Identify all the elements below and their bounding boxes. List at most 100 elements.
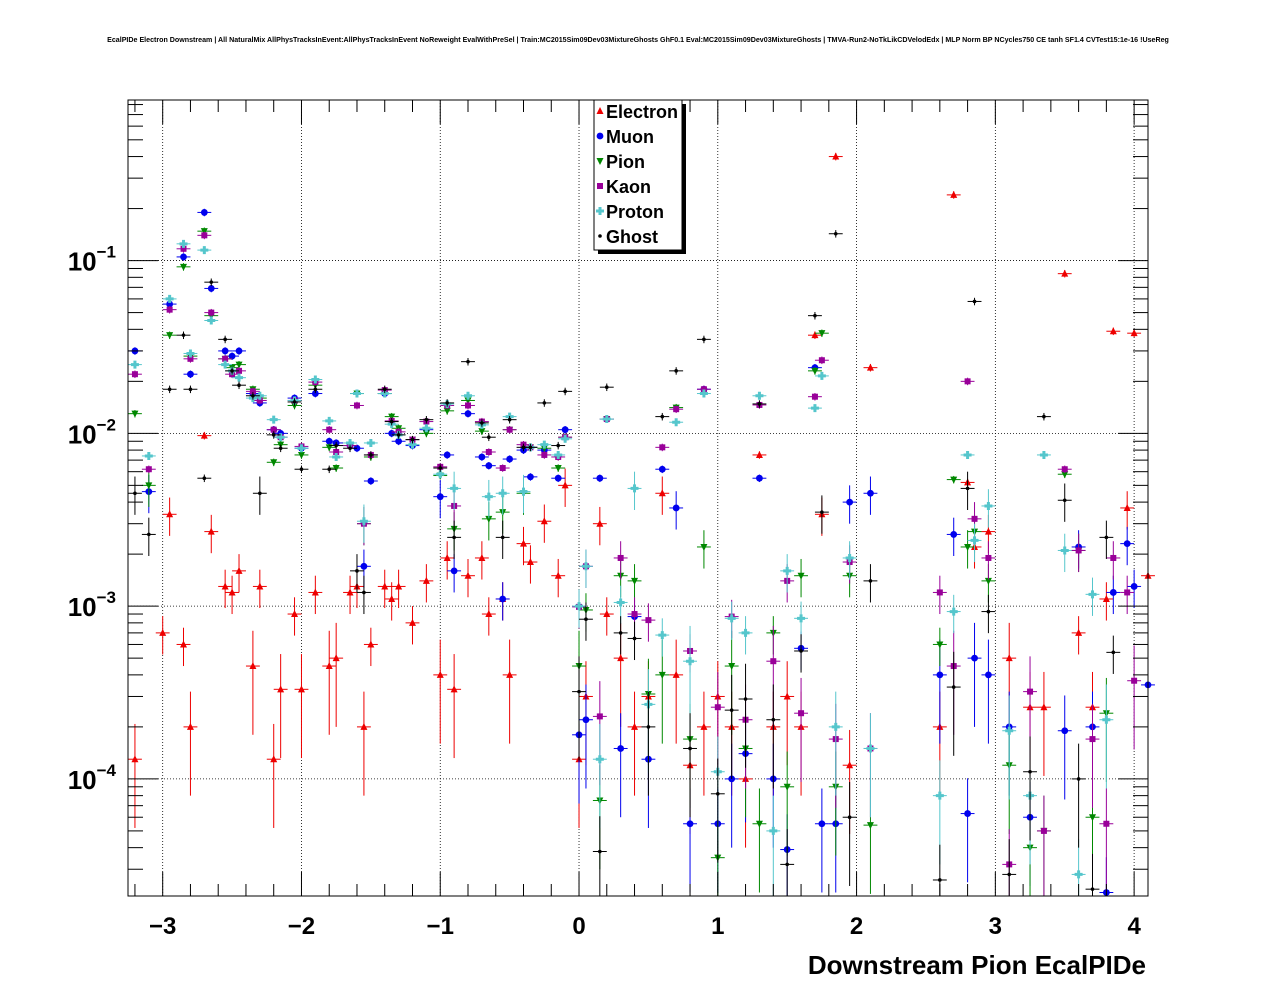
kaon-point [798, 710, 805, 717]
legend-label-proton: Proton [606, 202, 664, 222]
ghost-point [133, 491, 137, 496]
proton-point [658, 631, 667, 640]
electron-point [1061, 269, 1069, 277]
ghost-point [466, 359, 470, 364]
proton-point [755, 391, 764, 400]
proton-point [616, 598, 625, 607]
ghost-point [202, 476, 207, 481]
ghost-point [167, 387, 172, 392]
pion-point [235, 361, 243, 369]
y-tick-label: 10−4 [68, 761, 117, 795]
ghost-point [577, 689, 581, 694]
electron-point [159, 628, 167, 636]
ghost-point [715, 791, 720, 796]
kaon-point [596, 713, 603, 720]
pion-point [131, 410, 139, 418]
ghost-point [237, 383, 241, 387]
legend-marker-pion [596, 158, 604, 165]
ghost-point [209, 280, 214, 284]
series-muon [128, 208, 1155, 896]
muon-point [228, 352, 236, 360]
muon-point [756, 474, 763, 482]
kaon-point [187, 355, 194, 362]
proton-point [436, 470, 445, 479]
kaon-point [659, 444, 666, 451]
muon-point [596, 474, 604, 482]
electron-point [478, 553, 486, 561]
electron-point [485, 610, 493, 618]
pion-point [984, 577, 992, 585]
pion-point [728, 663, 736, 671]
proton-point [984, 501, 993, 510]
muon-point [971, 654, 978, 662]
muon-point [325, 437, 333, 445]
pion-point [631, 577, 639, 585]
kaon-point [1027, 688, 1034, 695]
pion-point [180, 263, 188, 271]
muon-point [464, 410, 472, 418]
muon-point [561, 426, 569, 434]
proton-point [686, 657, 695, 666]
x-tick-label: 1 [711, 913, 724, 940]
electron-point [450, 685, 458, 693]
ghost-point [327, 467, 332, 472]
electron-point [846, 761, 854, 769]
proton-point [519, 487, 528, 496]
proton-point [699, 389, 708, 398]
proton-point [297, 444, 306, 453]
proton-point [595, 755, 604, 764]
proton-point [130, 360, 139, 369]
electron-point [1130, 329, 1138, 337]
electron-point [381, 582, 389, 590]
kaon-point [936, 589, 943, 596]
electron-point [443, 553, 451, 561]
electron-point [311, 588, 319, 596]
x-tick-label: 3 [989, 913, 1002, 940]
muon-point [166, 300, 174, 308]
pion-point [485, 515, 493, 523]
muon-point [443, 451, 451, 459]
kaon-point [1040, 827, 1047, 834]
ghost-point [223, 337, 227, 342]
muon-point [221, 347, 229, 355]
kaon-point [811, 393, 818, 400]
electron-point [200, 431, 208, 439]
ghost-point [556, 443, 561, 448]
electron-point [540, 517, 548, 525]
ghost-point [500, 535, 505, 540]
kaon-point [700, 386, 707, 393]
electron-point [520, 539, 528, 547]
proton-point [498, 489, 507, 498]
kaon-point [222, 355, 229, 362]
electron-point [1040, 703, 1048, 711]
proton-point [554, 450, 563, 459]
pion-point [1088, 814, 1096, 822]
ghost-point [251, 393, 255, 398]
electron-point [207, 527, 215, 535]
electron-point [249, 662, 257, 670]
electron-point [228, 588, 236, 596]
muon-point [360, 562, 368, 570]
muon-point [367, 477, 375, 485]
electron-point [811, 331, 819, 339]
kaon-point [249, 388, 256, 395]
x-tick-label: −3 [149, 913, 176, 940]
muon-point [950, 531, 958, 538]
kaon-point [617, 554, 624, 561]
muon-point [985, 671, 992, 679]
legend-label-pion: Pion [606, 152, 645, 172]
kaon-point [1131, 677, 1138, 684]
ghost-point [563, 389, 567, 394]
ghost-point [334, 443, 338, 448]
muon-point [207, 285, 215, 292]
muon-point [499, 595, 507, 603]
proton-point [359, 517, 368, 526]
ghost-point [1090, 887, 1095, 891]
proton-point [1060, 546, 1069, 555]
kaon-point [353, 402, 360, 409]
pion-point [145, 482, 153, 490]
muon-point [846, 498, 854, 506]
muon-point [187, 370, 194, 378]
electron-point [1075, 628, 1083, 636]
